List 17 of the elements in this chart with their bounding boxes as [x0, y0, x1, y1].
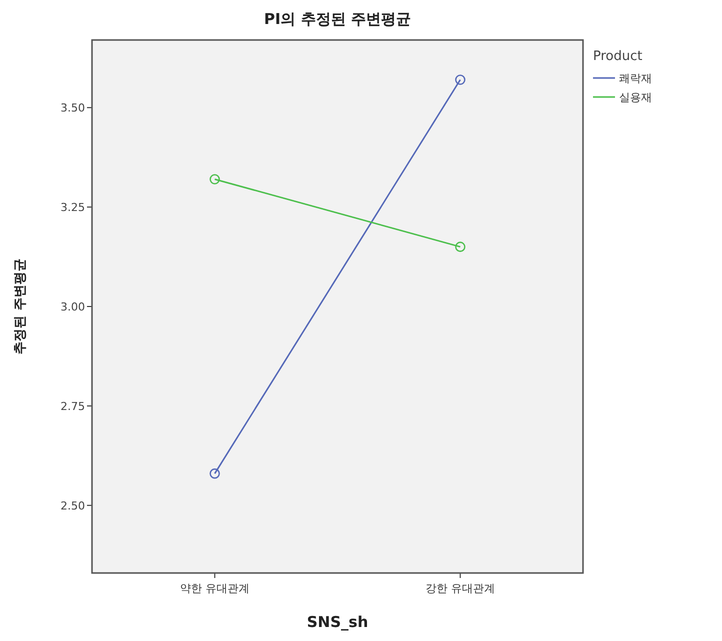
y-tick-label: 2.50	[60, 499, 85, 512]
point	[455, 74, 466, 85]
y-tick-label: 3.00	[60, 300, 85, 314]
chart-title: PI의 추정된 주변평균	[264, 10, 412, 28]
y-tick-label: 3.50	[60, 102, 85, 115]
legend-title: Product	[593, 49, 642, 64]
y-tick-label: 2.75	[60, 400, 85, 413]
point	[455, 242, 466, 252]
legend-label: 실용재	[619, 91, 652, 104]
x-tick-label: 약한 유대관계	[180, 582, 250, 595]
y-axis-title: 추정된 주변평균	[13, 258, 28, 354]
y-tick-label: 3.25	[60, 201, 85, 214]
legend-label: 쾌락재	[619, 72, 652, 85]
x-axis-title: SNS_sh	[306, 613, 368, 631]
x-tick-label: 강한 유대관계	[426, 582, 495, 595]
point	[210, 468, 220, 479]
point	[210, 174, 220, 184]
